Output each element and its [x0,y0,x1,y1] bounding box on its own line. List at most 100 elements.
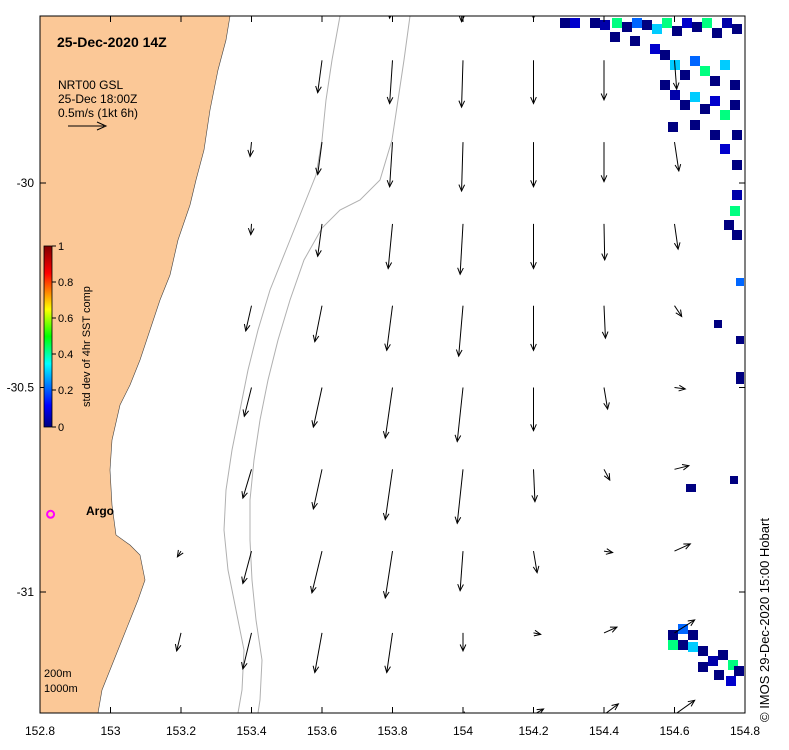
current-arrow [601,223,608,262]
current-arrow [311,469,323,511]
colorbar-tick-0.2: 0.2 [58,385,73,397]
current-arrow [315,142,323,176]
current-arrow [672,60,680,91]
current-arrow [673,223,681,251]
current-arrow [533,629,542,637]
current-arrow [176,549,184,558]
x-tick-label: 154.2 [518,724,548,738]
current-arrow [386,60,394,105]
colorbar: 1 0.8 0.6 0.4 0.2 0 std dev of 4hr SST c… [43,241,93,434]
current-arrow [674,142,682,173]
current-arrow [312,305,323,343]
current-arrow [382,469,393,521]
current-arrow [600,60,608,102]
y-tick-label: -31 [17,585,35,599]
isobath-200m-line [223,16,341,713]
arrow-scale-label: 0.5m/s (1kt 6h) [58,106,138,120]
current-arrow [454,387,464,443]
land-mass [40,16,231,713]
isobath-1000m-label: 1000m [44,683,78,695]
current-arrow [315,223,323,258]
current-arrow [603,469,611,482]
y-axis: -30 -30.5 -31 [7,176,745,599]
colorbar-tick-1: 1 [58,241,64,253]
current-arrow [243,305,252,333]
current-arrow [388,16,392,20]
current-arrow [315,60,323,94]
current-arrow [454,469,464,525]
isobath-200m-label: 200m [44,668,72,680]
y-tick-label: -30.5 [7,381,35,395]
current-arrow [386,142,394,188]
argo-label: Argo [86,504,114,518]
current-arrow [458,142,466,193]
x-tick-label: 153.2 [166,724,196,738]
argo-float-marker [46,509,56,519]
current-arrow [532,16,535,20]
x-axis: 152.8 153 153.2 153.4 153.6 153.8 154 154.2 154.… [25,16,760,738]
current-arrow [241,550,252,585]
x-tick-label: 154 [453,724,473,738]
current-arrow [530,305,537,352]
sst-patch-northeast [560,18,744,492]
current-arrow [241,632,252,671]
credit-text: © IMOS 29-Dec-2020 15:00 Hobart [757,518,772,722]
current-arrow [174,632,182,653]
current-arrow [457,223,464,276]
current-arrow [382,551,393,600]
x-tick-label: 154.4 [589,724,619,738]
isobath-1000m-line [249,16,411,713]
current-arrow [530,142,537,188]
product-time: 25-Dec 18:00Z [58,92,137,106]
scale-arrow [68,121,108,131]
sst-patch-southeast [668,624,744,686]
current-arrow [247,223,255,236]
current-arrow [530,223,537,270]
current-arrow [600,142,608,183]
current-arrow [673,0,679,11]
current-arrow [603,387,610,411]
current-arrow [458,60,466,109]
x-tick-label: 152.8 [25,724,55,738]
product-name: NRT00 GSL [58,78,123,92]
current-arrow [455,305,464,358]
colorbar-tick-0: 0 [58,422,64,434]
current-arrow [457,551,464,592]
current-arrow [530,60,537,105]
current-arrow [384,305,393,352]
current-arrow [674,384,687,392]
current-arrow [459,632,467,653]
current-arrow [241,469,252,500]
current-arrow [247,142,254,158]
current-arrow [311,387,323,429]
current-arrow [674,619,696,634]
current-arrow [676,699,696,713]
current-arrow [603,626,619,634]
colorbar-label: std dev of 4hr SST comp [81,286,93,407]
x-tick-label: 153.8 [377,724,407,738]
current-arrow [458,16,465,23]
colorbar-tick-0.8: 0.8 [58,277,73,289]
current-arrow [310,550,323,595]
current-arrow [601,0,607,15]
current-arrow [674,305,683,318]
current-arrow [384,632,393,674]
y-tick-label: -30 [17,176,35,190]
current-arrow [674,463,691,471]
current-arrow [603,548,614,555]
current-arrow [601,305,609,340]
x-tick-label: 154.8 [730,724,760,738]
current-arrow [385,223,393,270]
current-arrow [312,632,323,674]
map-timestamp: 25-Dec-2020 14Z [57,34,167,50]
current-vectors [174,0,696,713]
x-tick-label: 153 [100,724,120,738]
current-arrow [382,387,393,440]
colorbar-tick-0.4: 0.4 [58,349,73,361]
current-arrow [674,543,692,552]
x-tick-label: 153.4 [236,724,266,738]
current-arrow [530,387,537,432]
current-arrow [531,469,538,503]
x-tick-label: 154.6 [659,724,689,738]
